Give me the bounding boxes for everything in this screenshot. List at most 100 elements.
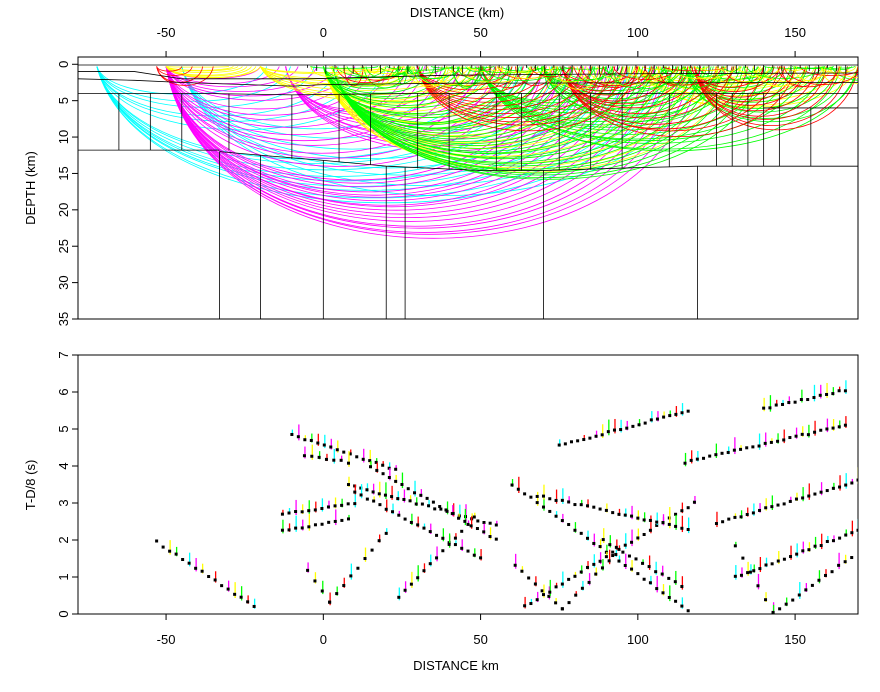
ray-path [724,66,770,82]
ray-path [322,66,448,97]
traveltime-point [733,515,737,519]
traveltime-point [733,544,737,548]
traveltime-point [233,592,237,596]
traveltime-point [627,554,631,558]
traveltime-point [560,607,564,611]
traveltime-point [611,554,615,558]
ray-path [561,66,749,125]
traveltime-point [776,503,780,507]
ray-path [332,66,593,142]
traveltime-point [689,458,693,462]
traveltime-point [384,531,388,535]
traveltime-point [733,574,737,578]
traveltime-point [619,428,623,432]
traveltime-point [667,576,671,580]
ray-path [488,66,504,72]
traveltime-point [439,507,443,511]
traveltime-point [636,572,640,576]
traveltime-point [630,540,634,544]
traveltime-panel: -50 0 50 100 150 0 1 2 3 4 5 6 7 DISTANCE km T-D/8 … [23,351,859,673]
traveltime-point [576,439,580,443]
depth-tick-label: 0 [56,61,71,68]
traveltime-point [757,444,761,448]
traveltime-point [770,505,774,509]
traveltime-point [856,528,858,532]
traveltime-point [294,510,298,514]
traveltime-point [333,519,337,523]
bottom-x-tick-label: 100 [627,632,649,647]
traveltime-point [239,595,243,599]
top-x-tick-label: 100 [627,25,649,40]
traveltime-point [387,476,391,480]
traveltime-point [359,486,363,490]
traveltime-point [801,549,805,553]
traveltime-point [220,584,224,588]
traveltime-point [313,579,317,583]
traveltime-point [313,523,317,527]
traveltime-point [661,591,665,595]
time-tick-label: 4 [56,462,71,469]
traveltime-point [510,483,514,487]
traveltime-point [460,546,464,550]
traveltime-point [422,526,426,530]
ray-path [165,66,239,72]
traveltime-point [850,481,854,485]
traveltime-point [636,516,640,520]
traveltime-point [794,434,798,438]
ray-path [662,66,728,72]
depth-tick-label: 25 [56,239,71,253]
traveltime-point [850,556,854,560]
traveltime-point [369,465,372,469]
traveltime-point [641,561,645,565]
traveltime-point [604,555,608,559]
traveltime-point [714,453,718,457]
traveltime-points [155,380,858,614]
ray-path [480,66,758,131]
traveltime-point [680,509,684,513]
traveltime-point [631,424,635,428]
traveltime-point [327,520,331,524]
traveltime-point [340,518,344,522]
traveltime-point [359,493,363,497]
traveltime-point [680,584,684,588]
traveltime-point [579,570,583,574]
traveltime-point [843,560,847,564]
depth-axis: 0 5 10 15 20 25 30 35 [56,61,78,326]
traveltime-point [788,499,792,503]
traveltime-point [680,411,684,415]
traveltime-point [825,539,829,543]
traveltime-point [642,532,646,536]
ray-path [758,66,798,88]
traveltime-point [409,520,413,524]
traveltime-point [472,553,476,557]
traveltime-point [463,519,467,523]
traveltime-point [807,494,811,498]
traveltime-point [290,432,294,436]
traveltime-point [402,497,406,501]
traveltime-point [746,571,750,575]
traveltime-point [831,486,835,490]
traveltime-point [560,519,564,523]
traveltime-point [617,512,621,516]
traveltime-point [368,459,372,463]
traveltime-point [818,393,822,397]
traveltime-point [535,501,539,505]
traveltime-point [394,479,398,483]
time-tick-label: 7 [56,351,71,358]
traveltime-point [655,417,659,421]
traveltime-point [604,508,608,512]
traveltime-point [476,519,480,523]
traveltime-point [813,492,817,496]
ray-path [684,66,785,89]
traveltime-point [554,601,558,605]
traveltime-point [680,526,684,530]
ray-path [694,66,858,131]
traveltime-point [794,497,798,501]
traveltime-point [435,556,439,560]
traveltime-point [806,433,810,437]
ray-path [417,66,604,118]
traveltime-point [320,506,324,510]
traveltime-point [654,570,658,574]
traveltime-point [384,507,388,511]
traveltime-panel-frame [77,354,859,615]
